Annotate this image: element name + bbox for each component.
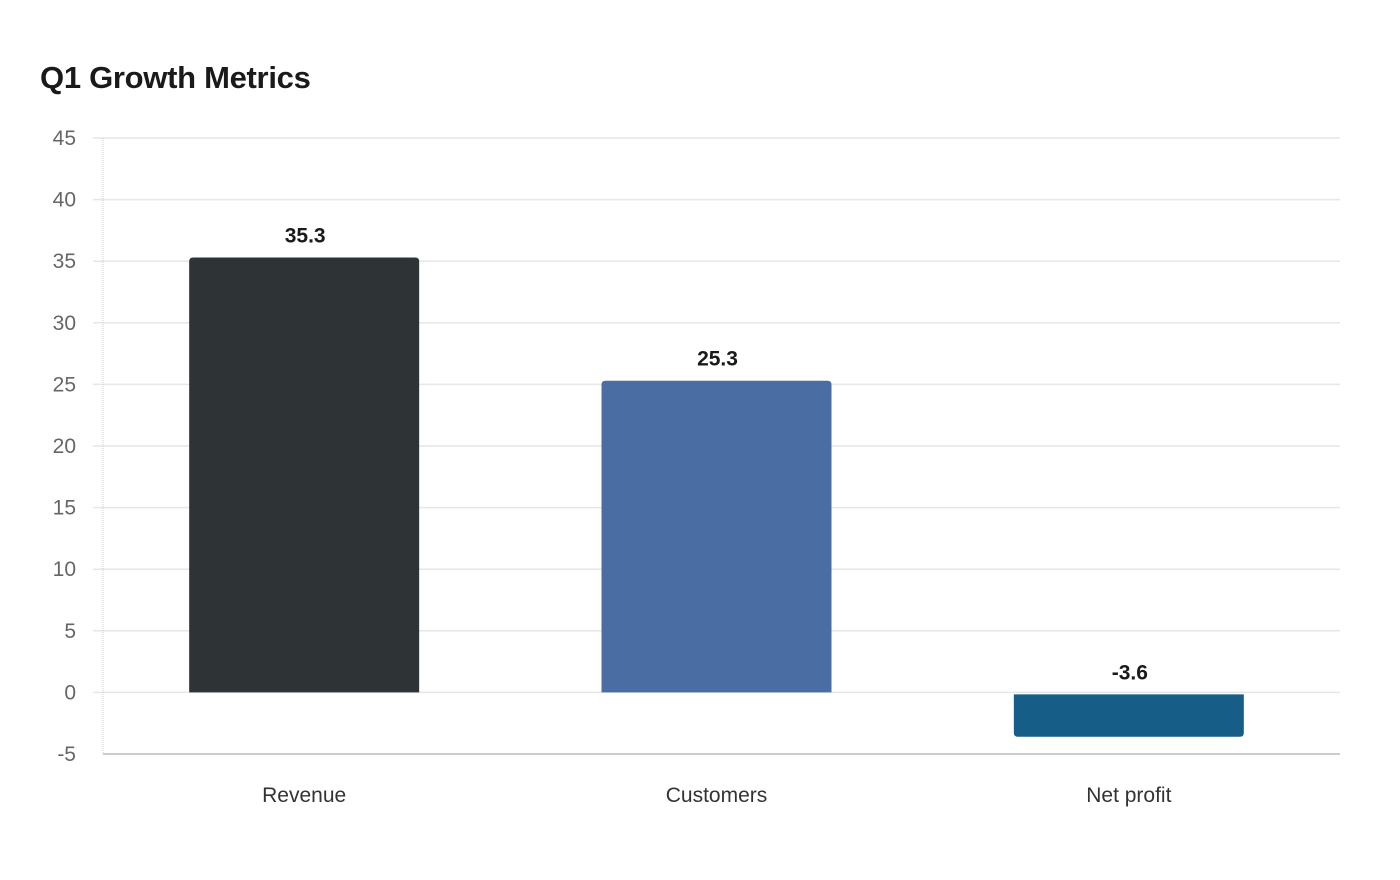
y-tick-label: 5 bbox=[64, 620, 76, 643]
bar-revenue bbox=[189, 257, 420, 693]
data-label: -3.6 bbox=[1112, 661, 1148, 684]
y-tick-label: 45 bbox=[53, 127, 76, 150]
data-label: 25.3 bbox=[697, 348, 738, 371]
data-label: 35.3 bbox=[285, 225, 326, 248]
y-tick-label: 30 bbox=[53, 312, 76, 335]
bars bbox=[189, 257, 1244, 737]
y-tick-label: 20 bbox=[53, 435, 76, 458]
bar-net-profit bbox=[1013, 694, 1244, 737]
x-tick-label: Customers bbox=[666, 784, 768, 807]
axes bbox=[102, 138, 1340, 755]
x-tick-label: Net profit bbox=[1086, 784, 1171, 807]
y-tick-label: 40 bbox=[53, 189, 76, 212]
y-tick-label: 15 bbox=[53, 497, 76, 520]
y-tick-label: 0 bbox=[64, 681, 76, 704]
y-tick-label: 10 bbox=[53, 558, 76, 581]
y-tick-label: 25 bbox=[53, 373, 76, 396]
x-tick-label: Revenue bbox=[262, 784, 346, 807]
labels: 45 40 35 30 25 20 15 10 5 0 -5 35.3 Revenue 25.3 Custo… bbox=[53, 127, 1172, 807]
chart-title: Q1 Growth Metrics bbox=[40, 60, 311, 95]
y-tick-label: -5 bbox=[57, 743, 76, 766]
y-tick-label: 35 bbox=[53, 250, 76, 273]
bar-customers bbox=[601, 380, 832, 693]
